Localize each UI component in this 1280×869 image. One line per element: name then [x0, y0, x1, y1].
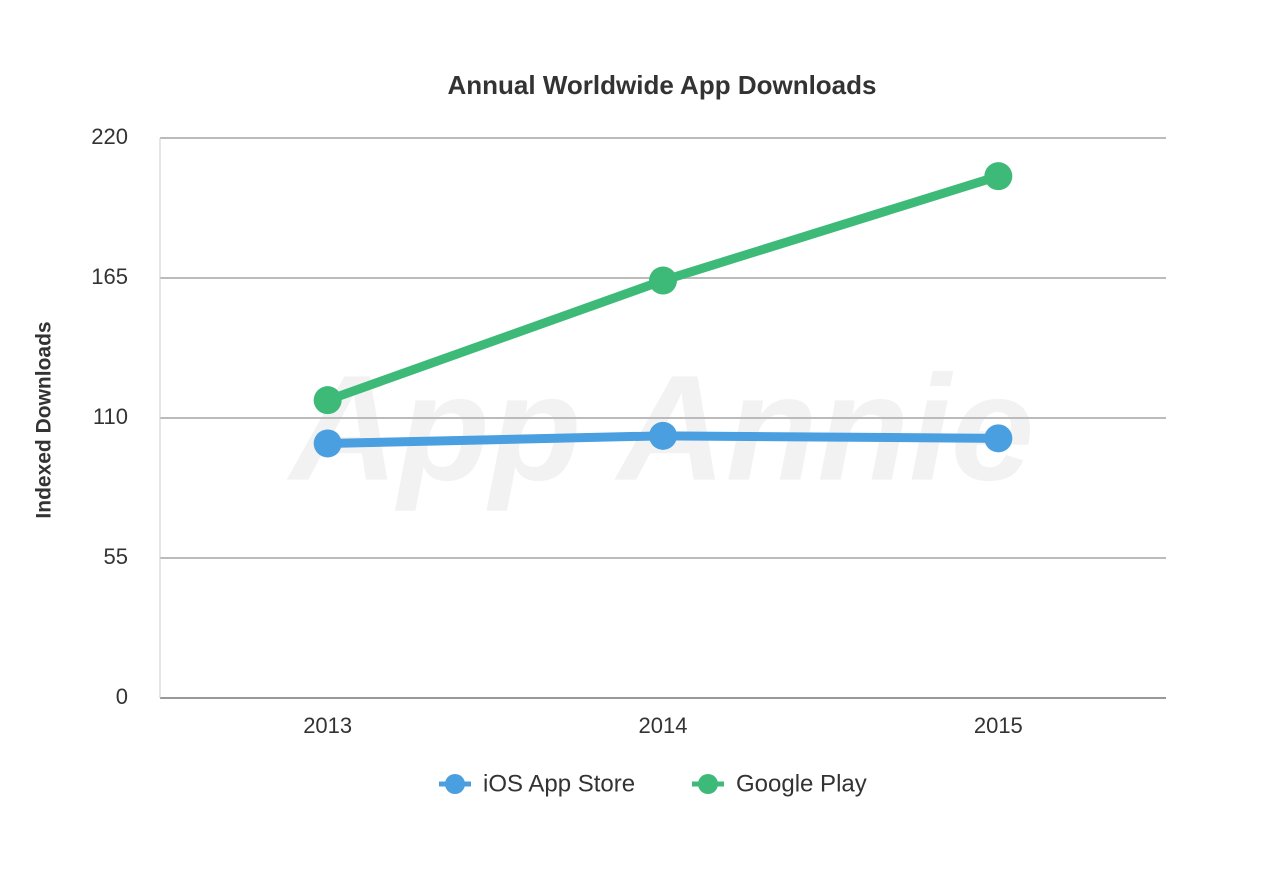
y-tick-label: 165 — [91, 264, 128, 289]
data-point — [649, 421, 677, 450]
x-tick-label: 2015 — [974, 713, 1023, 738]
x-tick-label: 2014 — [639, 713, 688, 738]
data-point — [984, 424, 1013, 453]
y-tick-label: 110 — [93, 404, 128, 429]
data-point — [313, 386, 342, 415]
y-tick-label: 55 — [104, 544, 128, 569]
data-point — [313, 429, 342, 458]
y-tick-label: 220 — [91, 124, 128, 149]
y-axis-title: Indexed Downloads — [33, 321, 56, 518]
legend-label: Google Play — [736, 770, 867, 797]
y-tick-label: 0 — [116, 684, 128, 709]
legend-marker — [698, 774, 718, 794]
legend-label: iOS App Store — [483, 770, 635, 797]
x-tick-label: 2013 — [303, 713, 352, 738]
legend-marker — [445, 774, 465, 794]
data-point — [649, 266, 677, 295]
chart-title: Annual Worldwide App Downloads — [448, 70, 877, 100]
data-point — [984, 162, 1013, 191]
